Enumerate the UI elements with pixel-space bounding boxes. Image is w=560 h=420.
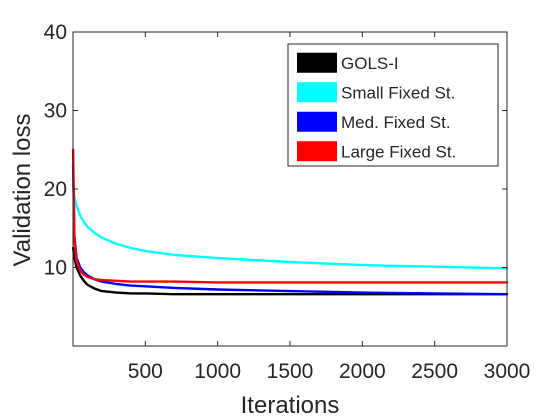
y-tick-label: 20 bbox=[44, 178, 67, 201]
series-group bbox=[71, 148, 509, 296]
y-tick-label: 10 bbox=[44, 257, 67, 280]
x-tick-label: 2500 bbox=[411, 360, 458, 383]
legend-swatch bbox=[297, 52, 337, 73]
series-line-2 bbox=[71, 183, 509, 270]
x-tick-label: 1000 bbox=[194, 360, 241, 383]
series-line-1 bbox=[71, 246, 509, 296]
ticks-group: 500 1000 1500 2000 2500 3000 10 20 30 40 bbox=[44, 21, 531, 383]
legend-label: Small Fixed St. bbox=[341, 83, 455, 102]
x-axis-title: Iterations bbox=[241, 392, 340, 419]
legend-swatch bbox=[297, 82, 337, 103]
x-tick-label: 2000 bbox=[339, 360, 386, 383]
x-tick-label: 1500 bbox=[267, 360, 314, 383]
y-tick-label: 40 bbox=[44, 21, 67, 44]
legend: GOLS-I Small Fixed St. Med. Fixed St. Large… bbox=[287, 43, 499, 167]
y-axis-title: Validation loss bbox=[9, 114, 36, 267]
x-tick-label: 500 bbox=[128, 360, 163, 383]
legend-label: Med. Fixed St. bbox=[341, 113, 451, 132]
legend-swatch bbox=[297, 141, 337, 162]
legend-label: GOLS-I bbox=[341, 54, 399, 73]
x-tick-label: 3000 bbox=[484, 360, 531, 383]
y-tick-label: 30 bbox=[44, 100, 67, 123]
series-line-4 bbox=[71, 148, 509, 284]
legend-label: Large Fixed St. bbox=[341, 142, 456, 161]
legend-swatch bbox=[297, 111, 337, 132]
